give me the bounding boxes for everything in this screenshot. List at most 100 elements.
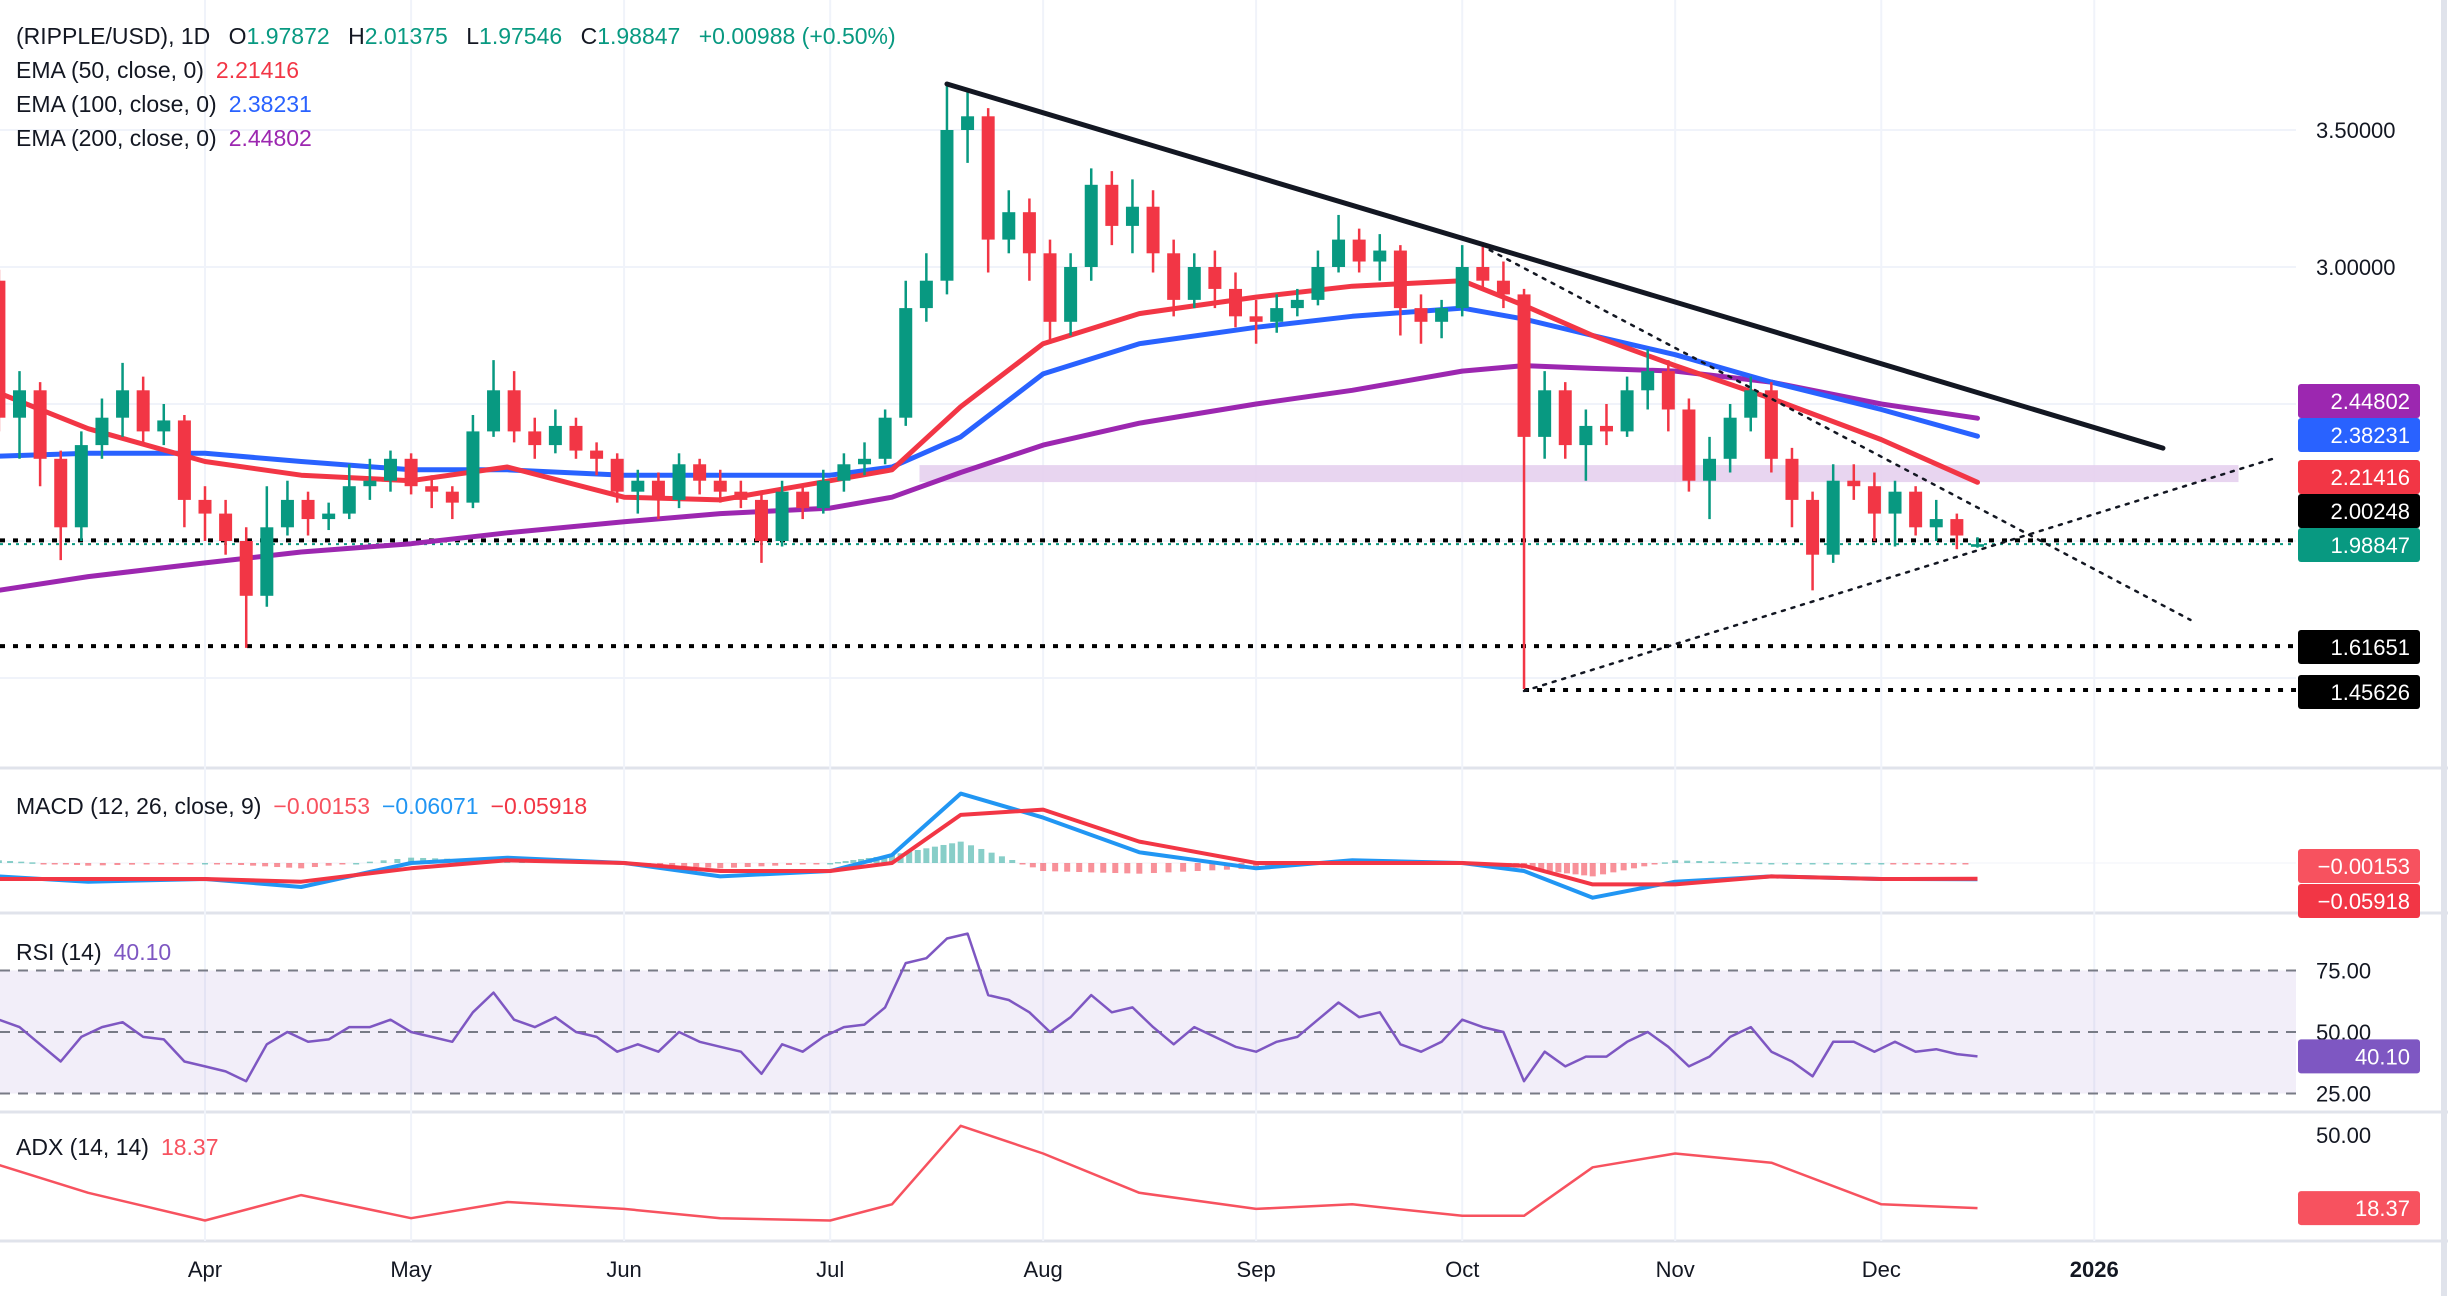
- candle[interactable]: [548, 409, 562, 454]
- candle[interactable]: [1022, 198, 1036, 281]
- candle[interactable]: [713, 469, 727, 503]
- candle[interactable]: [1476, 242, 1490, 289]
- candle[interactable]: [569, 417, 583, 459]
- rsi-legend[interactable]: RSI (14) 40.10: [16, 939, 171, 965]
- candle[interactable]: [1867, 472, 1881, 542]
- candle[interactable]: [1393, 245, 1407, 336]
- price-tag-2.44802[interactable]: 2.44802: [2298, 384, 2420, 418]
- price-tag-2.38231[interactable]: 2.38231: [2298, 418, 2420, 452]
- candle[interactable]: [878, 409, 892, 465]
- candle[interactable]: [116, 362, 130, 437]
- candle[interactable]: [754, 491, 768, 563]
- candle[interactable]: [1723, 404, 1737, 473]
- candle[interactable]: [1435, 299, 1449, 339]
- candle[interactable]: [1229, 272, 1242, 328]
- candle[interactable]: [301, 491, 315, 536]
- candle[interactable]: [260, 486, 274, 607]
- candle[interactable]: [590, 442, 604, 476]
- ema100-line[interactable]: [0, 305, 1980, 478]
- candle[interactable]: [1970, 537, 1984, 548]
- adx-tag[interactable]: 18.37: [2298, 1191, 2420, 1226]
- candle[interactable]: [1806, 491, 1820, 591]
- candle[interactable]: [383, 450, 397, 492]
- trendline-ascending-support[interactable]: [1522, 457, 2275, 693]
- candle[interactable]: [1764, 382, 1778, 473]
- ema100-legend[interactable]: EMA (100, close, 0) 2.38231: [16, 91, 312, 117]
- candle[interactable]: [404, 453, 418, 495]
- adx-legend[interactable]: ADX (14, 14) 18.37: [16, 1134, 219, 1160]
- candle[interactable]: [0, 269, 6, 432]
- candle[interactable]: [528, 417, 542, 459]
- candle[interactable]: [940, 86, 954, 295]
- candle[interactable]: [1043, 239, 1057, 344]
- adx-pane[interactable]: [0, 1124, 1978, 1222]
- candle[interactable]: [672, 453, 686, 509]
- price-tag-1.61651[interactable]: 1.61651: [2298, 630, 2420, 664]
- candle[interactable]: [74, 431, 88, 541]
- candle[interactable]: [1146, 190, 1160, 273]
- candle[interactable]: [1208, 250, 1222, 309]
- candle[interactable]: [1682, 398, 1696, 492]
- candle[interactable]: [1125, 179, 1139, 254]
- candle[interactable]: [1352, 228, 1366, 273]
- candle[interactable]: [54, 450, 68, 561]
- candle[interactable]: [981, 108, 995, 273]
- ema200-legend[interactable]: EMA (200, close, 0) 2.44802: [16, 125, 312, 151]
- candle[interactable]: [1167, 239, 1181, 317]
- candle[interactable]: [1558, 382, 1572, 459]
- price-tag-2.00248[interactable]: 2.00248: [2298, 494, 2420, 528]
- candle[interactable]: [157, 404, 171, 446]
- candle[interactable]: [651, 472, 665, 520]
- candle[interactable]: [1414, 294, 1428, 344]
- candle[interactable]: [239, 527, 253, 648]
- candle[interactable]: [33, 382, 47, 487]
- candle[interactable]: [796, 486, 810, 520]
- candle[interactable]: [816, 469, 830, 514]
- candle[interactable]: [342, 464, 356, 520]
- candle[interactable]: [13, 371, 27, 459]
- candle[interactable]: [1703, 436, 1717, 520]
- candle[interactable]: [198, 486, 212, 541]
- candle[interactable]: [837, 453, 851, 492]
- candle[interactable]: [1888, 480, 1902, 547]
- ema200-line[interactable]: [0, 363, 1980, 593]
- candle[interactable]: [1311, 250, 1325, 306]
- candle[interactable]: [1599, 404, 1613, 446]
- candle[interactable]: [631, 469, 645, 514]
- candle[interactable]: [1455, 245, 1469, 317]
- candle[interactable]: [1950, 513, 1964, 550]
- price-axis[interactable]: 3.500003.0000075.0050.0025.0050.002.4480…: [2298, 118, 2420, 1226]
- macd-legend[interactable]: MACD (12, 26, close, 9) −0.00153 −0.06071−…: [16, 793, 587, 819]
- adx-line[interactable]: [0, 1124, 1978, 1222]
- candle[interactable]: [363, 458, 377, 500]
- trendline-descending-channel[interactable]: [1488, 248, 2192, 622]
- candle[interactable]: [95, 398, 109, 459]
- ema50-legend[interactable]: EMA (50, close, 0) 2.21416: [16, 57, 299, 83]
- trendline-descending-resistance[interactable]: [944, 81, 2166, 451]
- candle[interactable]: [1064, 253, 1078, 336]
- candle[interactable]: [487, 360, 501, 437]
- candle[interactable]: [899, 280, 913, 426]
- candle[interactable]: [425, 475, 439, 509]
- candle[interactable]: [1826, 464, 1840, 563]
- candle[interactable]: [610, 453, 624, 503]
- candle[interactable]: [1620, 376, 1634, 437]
- candle[interactable]: [1332, 214, 1346, 273]
- candle[interactable]: [1909, 486, 1923, 536]
- candle[interactable]: [1579, 409, 1593, 481]
- candle[interactable]: [1847, 464, 1861, 500]
- candle[interactable]: [177, 414, 191, 528]
- candle[interactable]: [961, 88, 975, 163]
- candle[interactable]: [1105, 171, 1119, 246]
- price-tag-2.21416[interactable]: 2.21416: [2298, 460, 2420, 494]
- candle[interactable]: [775, 480, 789, 547]
- candle[interactable]: [445, 486, 459, 520]
- candle[interactable]: [1517, 288, 1531, 689]
- candle[interactable]: [466, 414, 480, 509]
- candle[interactable]: [734, 480, 748, 509]
- candle[interactable]: [1084, 168, 1098, 281]
- rsi-pane[interactable]: [0, 932, 2296, 1095]
- candle[interactable]: [219, 499, 233, 555]
- resistance-zone[interactable]: [919, 465, 2239, 483]
